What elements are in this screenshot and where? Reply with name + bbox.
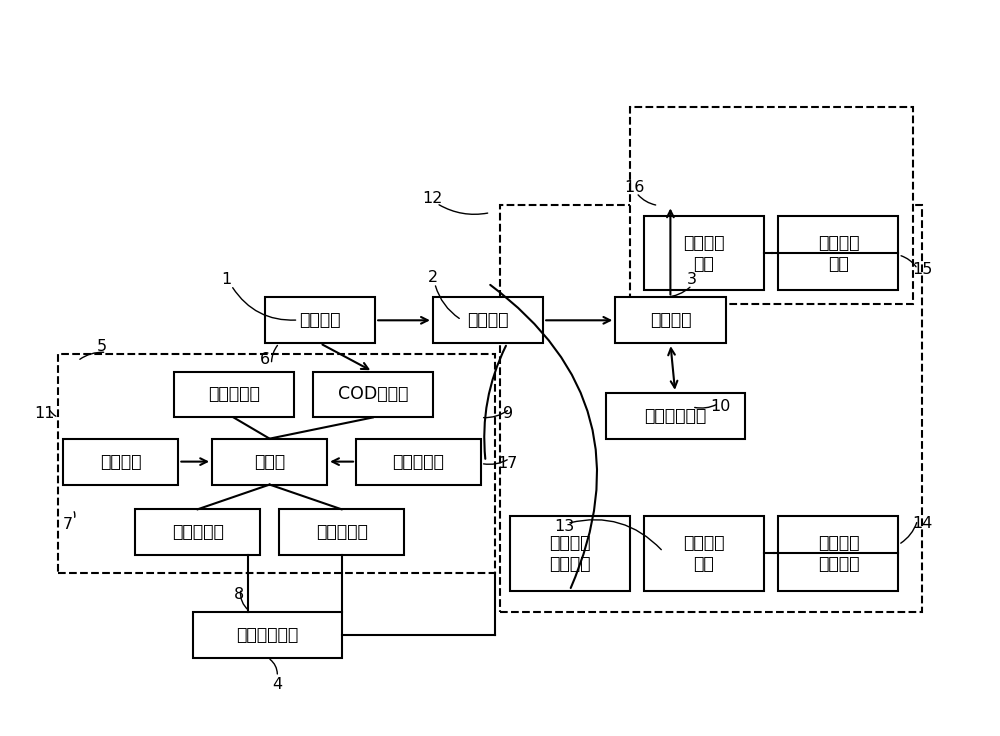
Text: 2: 2 [428,270,438,285]
Text: 11: 11 [34,406,54,422]
Bar [212,439,327,484]
Text: 15: 15 [912,261,933,277]
Bar [135,509,260,555]
Text: 9: 9 [503,406,513,422]
Text: 1: 1 [221,272,232,287]
Text: 4: 4 [272,677,282,692]
Bar [644,517,764,590]
Text: 10: 10 [711,400,731,414]
Text: COD监测仪: COD监测仪 [338,386,408,403]
Text: 5: 5 [97,339,107,354]
Text: 氨氮监测仪: 氨氮监测仪 [172,523,224,541]
Text: 14: 14 [912,516,933,531]
Bar [356,439,481,484]
Text: 12: 12 [423,191,443,206]
Text: 流量检测计: 流量检测计 [208,386,260,403]
Text: 水质检测
单元: 水质检测 单元 [818,234,859,272]
Text: 监测模块: 监测模块 [299,311,341,329]
Text: 运维平台: 运维平台 [650,311,691,329]
Text: 17: 17 [497,456,518,471]
Bar [279,509,404,555]
Bar [644,216,764,290]
Bar [433,297,543,343]
Text: 13: 13 [554,520,574,534]
Text: 设备信息
录入单元: 设备信息 录入单元 [549,534,590,573]
Bar [313,372,433,417]
Bar [58,354,495,573]
Text: 7: 7 [63,517,73,532]
Bar [193,612,342,658]
Text: 16: 16 [624,180,645,195]
Bar [63,439,178,484]
Text: 6: 6 [260,352,270,367]
Text: 定位设备: 定位设备 [100,453,142,470]
Text: 药剂管理
单元: 药剂管理 单元 [683,534,725,573]
Bar [510,517,630,590]
Text: 传输模块: 传输模块 [467,311,509,329]
Text: 8: 8 [234,587,244,601]
Bar [630,107,913,305]
Bar [606,393,745,439]
Text: 总磷监测仪: 总磷监测仪 [316,523,368,541]
Bar [778,216,898,290]
Bar [265,297,375,343]
Text: 水量处理
统计单元: 水量处理 统计单元 [818,534,859,573]
Text: 处理器: 处理器 [254,453,285,470]
Bar [778,517,898,590]
Text: 存储对比
单元: 存储对比 单元 [683,234,725,272]
Text: 3: 3 [687,272,697,287]
Text: 污水处理设施: 污水处理设施 [236,626,298,644]
Bar [500,205,922,612]
Bar [615,297,726,343]
Text: 压力监测器: 压力监测器 [392,453,444,470]
Bar [174,372,294,417]
Text: 智能通讯设备: 智能通讯设备 [644,407,706,425]
